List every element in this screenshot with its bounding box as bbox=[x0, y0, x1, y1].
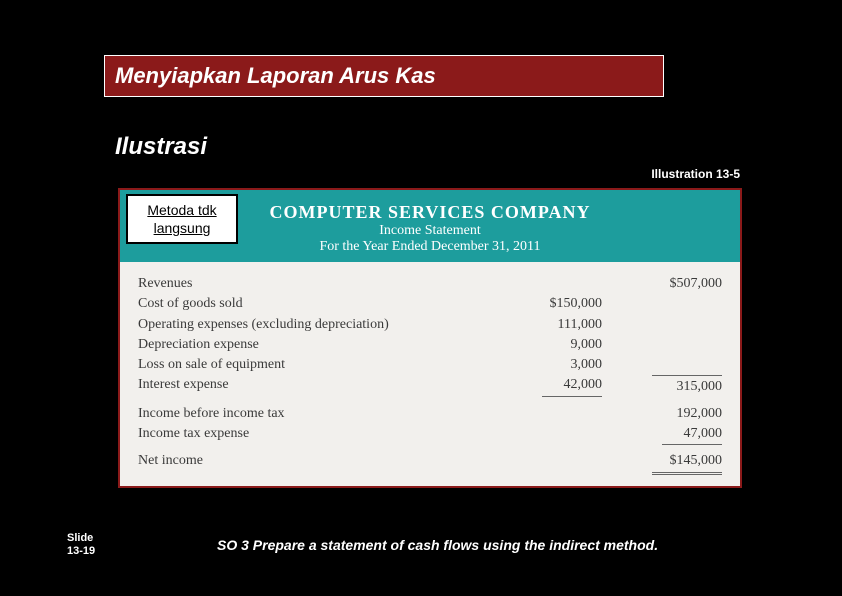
study-objective: SO 3 Prepare a statement of cash flows u… bbox=[217, 537, 658, 553]
amt-cogs: $150,000 bbox=[512, 294, 612, 314]
row-interest: Interest expense 42,000 315,000 bbox=[138, 375, 722, 397]
subtitle: Ilustrasi bbox=[115, 133, 207, 161]
title-text: Menyiapkan Laporan Arus Kas bbox=[115, 63, 436, 89]
label-pretax: Income before income tax bbox=[138, 404, 512, 424]
company-name: COMPUTER SERVICES COMPANY bbox=[269, 202, 590, 223]
label-loss: Loss on sale of equipment bbox=[138, 355, 512, 375]
statement-title: Income Statement bbox=[379, 223, 480, 239]
amt-dep: 9,000 bbox=[512, 335, 612, 355]
footer: Slide 13-19 SO 3 Prepare a statement of … bbox=[67, 532, 767, 558]
method-badge-text: Metoda tdk langsung bbox=[128, 201, 236, 237]
row-opex: Operating expenses (excluding depreciati… bbox=[138, 315, 722, 335]
illustration-reference: Illustration 13-5 bbox=[651, 167, 740, 181]
amt-pretax: 192,000 bbox=[612, 404, 722, 424]
amt-opex: 111,000 bbox=[512, 315, 612, 335]
statement-table: Revenues $507,000 Cost of goods sold $15… bbox=[120, 262, 740, 475]
method-badge: Metoda tdk langsung bbox=[126, 194, 238, 244]
label-net: Net income bbox=[138, 451, 512, 474]
row-tax: Income tax expense 47,000 bbox=[138, 424, 722, 445]
row-cogs: Cost of goods sold $150,000 bbox=[138, 294, 722, 314]
amt-loss: 3,000 bbox=[512, 355, 612, 375]
title-bar: Menyiapkan Laporan Arus Kas bbox=[104, 55, 664, 97]
row-pretax: Income before income tax 192,000 bbox=[138, 404, 722, 424]
label-dep: Depreciation expense bbox=[138, 335, 512, 355]
statement-period: For the Year Ended December 31, 2011 bbox=[319, 239, 540, 255]
amt-net: $145,000 bbox=[652, 451, 722, 474]
row-loss: Loss on sale of equipment 3,000 bbox=[138, 355, 722, 375]
row-revenues: Revenues $507,000 bbox=[138, 274, 722, 294]
amt-tax: 47,000 bbox=[662, 424, 722, 445]
income-statement-frame: Metoda tdk langsung COMPUTER SERVICES CO… bbox=[118, 188, 742, 488]
total-expenses: 315,000 bbox=[652, 375, 722, 397]
row-dep: Depreciation expense 9,000 bbox=[138, 335, 722, 355]
label-cogs: Cost of goods sold bbox=[138, 294, 512, 314]
income-statement: Metoda tdk langsung COMPUTER SERVICES CO… bbox=[120, 190, 740, 486]
amt-revenues: $507,000 bbox=[612, 274, 722, 294]
label-opex: Operating expenses (excluding depreciati… bbox=[138, 315, 512, 335]
slide-num-value: 13-19 bbox=[67, 545, 117, 558]
row-net: Net income $145,000 bbox=[138, 451, 722, 474]
amt-interest: 42,000 bbox=[542, 375, 602, 396]
label-tax: Income tax expense bbox=[138, 424, 512, 445]
label-interest: Interest expense bbox=[138, 375, 512, 397]
slide-label: Slide bbox=[67, 532, 117, 545]
label-revenues: Revenues bbox=[138, 274, 512, 294]
slide-number: Slide 13-19 bbox=[67, 532, 117, 558]
